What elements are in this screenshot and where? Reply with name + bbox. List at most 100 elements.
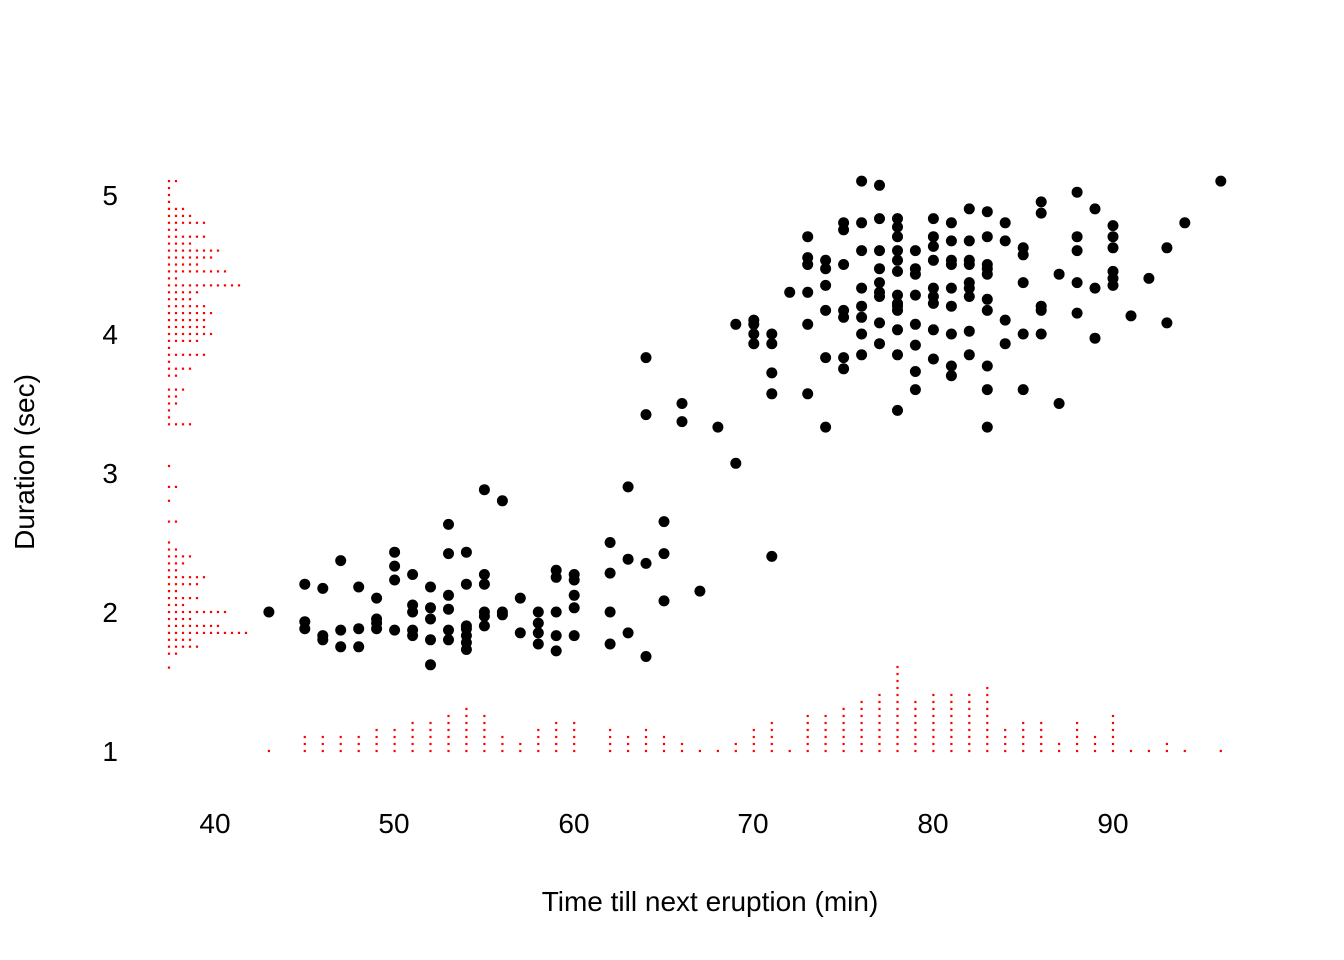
data-point xyxy=(1143,272,1155,284)
y-marginal-dot xyxy=(216,270,220,273)
x-marginal-dot xyxy=(860,707,863,711)
data-point xyxy=(766,550,778,562)
x-marginal-dot xyxy=(932,735,935,739)
x-marginal-dot xyxy=(447,728,450,732)
y-marginal-dot xyxy=(209,270,213,273)
data-point xyxy=(766,338,778,350)
data-point xyxy=(874,263,885,275)
data-point xyxy=(927,254,939,266)
y-marginal-dot xyxy=(167,187,171,190)
data-point xyxy=(820,254,832,266)
y-tick-label: 3 xyxy=(102,458,118,489)
x-marginal-dot xyxy=(465,742,468,746)
data-point xyxy=(353,581,365,593)
data-point xyxy=(927,324,939,336)
y-marginal-dot xyxy=(195,631,199,634)
y-marginal-dot xyxy=(195,576,199,579)
y-marginal-dot xyxy=(174,402,178,405)
data-point xyxy=(981,206,993,218)
x-marginal-dot xyxy=(573,721,576,725)
y-marginal-dot xyxy=(167,374,171,377)
x-marginal-dot xyxy=(914,721,917,725)
data-point xyxy=(622,553,634,565)
y-marginal-dot xyxy=(181,339,185,342)
data-point xyxy=(1071,277,1083,289)
y-marginal-dot xyxy=(167,562,171,565)
y-marginal-dot xyxy=(181,214,185,217)
x-marginal-dot xyxy=(1076,735,1079,739)
x-marginal-dot xyxy=(896,735,899,739)
data-point xyxy=(1089,282,1101,294)
x-marginal-dot xyxy=(644,728,648,732)
x-marginal-dot xyxy=(860,700,863,704)
y-marginal-dot xyxy=(181,256,185,259)
x-marginal-dot xyxy=(860,728,863,732)
x-marginal-dot xyxy=(860,749,863,753)
data-point xyxy=(838,224,850,236)
x-marginal-dot xyxy=(950,693,953,697)
y-tick-label: 1 xyxy=(102,736,118,767)
y-marginal-dot xyxy=(188,249,192,252)
y-marginal-dot xyxy=(167,180,171,183)
y-marginal-dot xyxy=(181,242,185,245)
x-marginal-dot xyxy=(375,749,378,753)
y-marginal-dot xyxy=(188,617,192,621)
x-marginal-dot xyxy=(411,721,414,725)
x-marginal-dot xyxy=(1004,742,1007,746)
data-point xyxy=(460,644,472,655)
data-point xyxy=(820,304,832,316)
data-point xyxy=(820,263,832,275)
data-point xyxy=(1035,196,1047,208)
data-point xyxy=(1179,217,1191,229)
data-point xyxy=(748,318,760,330)
y-marginal-dot xyxy=(174,242,178,245)
data-point xyxy=(892,349,903,361)
data-point xyxy=(389,574,401,586)
data-point xyxy=(640,409,652,421)
data-point xyxy=(981,384,993,396)
y-marginal-dot xyxy=(188,645,192,648)
y-marginal-dot xyxy=(181,319,185,322)
data-point xyxy=(892,265,903,277)
x-marginal-dot xyxy=(824,749,827,753)
data-point xyxy=(892,213,903,225)
y-marginal-dot xyxy=(195,583,199,586)
x-marginal-dot xyxy=(806,721,809,725)
data-point xyxy=(856,282,868,294)
x-tick-label: 80 xyxy=(917,808,948,839)
y-marginal-dot xyxy=(181,312,185,315)
y-marginal-dot xyxy=(202,221,206,224)
x-marginal-dot xyxy=(1004,735,1007,739)
y-marginal-dot xyxy=(167,346,171,349)
x-marginal-dot xyxy=(752,735,755,739)
x-marginal-dot xyxy=(1022,735,1025,739)
x-marginal-dot xyxy=(824,728,827,732)
y-marginal-dot xyxy=(167,298,171,301)
data-point xyxy=(963,282,975,294)
x-marginal-dot xyxy=(1058,749,1061,753)
x-marginal-dot xyxy=(878,700,881,704)
data-point xyxy=(909,366,921,377)
data-point xyxy=(892,324,903,336)
data-point xyxy=(1107,231,1119,243)
data-point xyxy=(856,328,868,340)
data-point xyxy=(568,589,580,601)
y-marginal-dot xyxy=(195,312,199,315)
y-marginal-dot xyxy=(195,325,199,329)
y-marginal-dot xyxy=(181,603,185,607)
y-marginal-dot xyxy=(181,298,185,301)
data-point xyxy=(963,349,975,361)
y-marginal-dot xyxy=(174,590,178,593)
x-marginal-dot xyxy=(1165,742,1168,746)
x-marginal-dot xyxy=(1022,728,1025,732)
x-tick-label: 90 xyxy=(1097,808,1128,839)
data-point xyxy=(909,245,921,257)
x-marginal-dot xyxy=(339,742,342,746)
data-point xyxy=(389,560,401,572)
data-point xyxy=(1071,231,1083,243)
y-marginal-dot xyxy=(174,583,178,586)
data-point xyxy=(892,254,903,266)
x-marginal-dot xyxy=(932,749,935,753)
y-marginal-dot xyxy=(202,284,206,287)
x-marginal-dot xyxy=(986,714,989,718)
